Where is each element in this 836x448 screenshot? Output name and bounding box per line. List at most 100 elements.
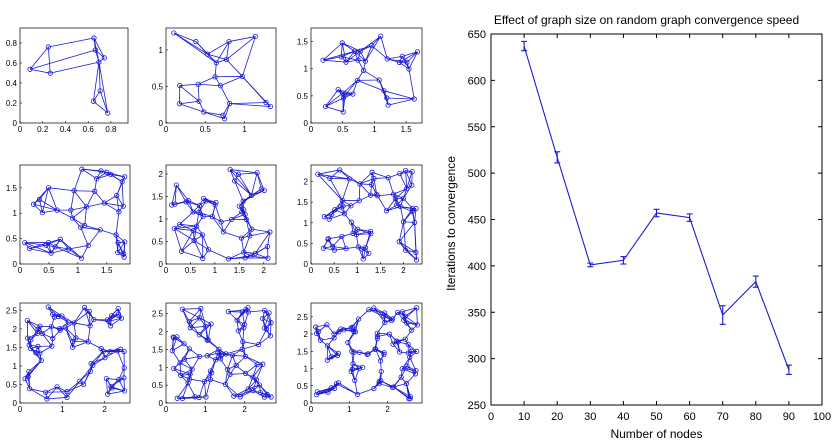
graph-node	[245, 309, 251, 315]
graph-node	[176, 101, 183, 107]
graph-node	[119, 179, 125, 185]
graph-edge	[24, 378, 30, 389]
graph-edge	[117, 252, 125, 258]
error-bar	[752, 275, 759, 288]
graph-edge	[48, 242, 56, 248]
error-bar	[785, 364, 792, 375]
graph-node	[268, 320, 274, 326]
x-tick-label: 0	[164, 266, 169, 275]
graph-edge	[189, 317, 200, 322]
y-tick-label: 0.5	[297, 382, 309, 391]
graph-node	[394, 202, 400, 208]
graph-node	[385, 102, 391, 108]
graph-edge	[406, 357, 411, 367]
graph-edge	[80, 227, 89, 246]
graph-node	[200, 232, 206, 238]
graph-node	[22, 240, 28, 246]
graph-node	[118, 315, 125, 321]
graph-edge	[358, 246, 366, 249]
graph-edge	[171, 184, 177, 206]
x-tick-label: 0	[309, 405, 314, 414]
x-tick-label: 1.5	[401, 125, 413, 134]
y-tick-label: 0.5	[152, 238, 164, 247]
graph-edge	[176, 184, 189, 202]
graph-edge	[398, 221, 404, 242]
graph-edge	[216, 59, 227, 64]
graph-node	[392, 196, 399, 202]
graph-node	[353, 232, 359, 238]
graph-edge	[27, 337, 31, 341]
graph-edge	[361, 248, 370, 254]
graph-edge	[365, 45, 373, 62]
graph-node	[332, 207, 338, 213]
graph-node	[201, 109, 207, 115]
graph-edge	[202, 249, 209, 259]
graph-node	[405, 341, 411, 347]
graph-edge	[70, 206, 87, 211]
x-tick-label: 1.5	[101, 266, 113, 275]
graph-node	[404, 363, 410, 369]
graph-node	[92, 188, 98, 194]
graph-edge	[81, 168, 97, 180]
graph-edge	[327, 337, 335, 347]
graph-panel-1: 0 0.2 0.4 0.6 0.8 0 0.2 0.4 0.6 0.8	[6, 27, 129, 134]
y-tick-label: 0	[159, 119, 164, 128]
graph-edge	[39, 199, 58, 211]
graph-node	[115, 240, 121, 246]
graph-edge	[357, 59, 366, 62]
graph-edge	[365, 231, 371, 248]
graph-edge	[177, 397, 200, 399]
graph-node	[227, 166, 233, 173]
graph-edge	[226, 41, 230, 60]
graph-node	[79, 166, 85, 172]
graph-node	[45, 239, 52, 246]
graph-node	[108, 313, 115, 319]
graph-node	[224, 366, 231, 373]
graph-node	[114, 348, 121, 354]
graph-node	[381, 88, 387, 94]
graph-edge	[238, 172, 258, 175]
graph-edge	[228, 251, 244, 260]
graph-edge	[86, 191, 96, 208]
graph-edge	[29, 46, 49, 70]
graph-edge	[398, 241, 417, 253]
graph-edge	[363, 61, 366, 71]
graph-edge	[249, 229, 253, 236]
error-bar	[686, 213, 693, 222]
graph-edge	[202, 234, 209, 250]
graph-node	[217, 83, 224, 89]
graph-edge	[220, 85, 231, 104]
graph-edge	[406, 171, 413, 189]
graph-node	[339, 197, 345, 204]
graph-edge	[268, 312, 272, 323]
graph-edge	[243, 235, 251, 253]
panel-frame	[165, 27, 277, 124]
graph-edge	[215, 352, 219, 360]
graph-node	[331, 385, 338, 392]
graph-edge	[65, 321, 69, 329]
graph-edge	[199, 355, 208, 357]
graph-node	[267, 103, 273, 110]
graph-node	[57, 327, 63, 333]
graph-node	[121, 388, 128, 394]
graph-edge	[93, 62, 100, 102]
graph-node	[120, 203, 126, 209]
graph-edge	[198, 212, 204, 217]
graph-edge	[400, 368, 403, 378]
y-tick-label: 500	[468, 168, 486, 180]
graph-node	[261, 187, 267, 193]
graph-edge	[29, 344, 38, 347]
graph-node	[213, 357, 219, 363]
graph-edge	[106, 378, 108, 395]
graph-edge	[396, 198, 404, 206]
graph-node	[327, 175, 333, 181]
graph-edge	[29, 49, 96, 70]
graph-node	[101, 55, 107, 61]
graph-edge	[173, 32, 217, 64]
graph-node	[104, 169, 110, 175]
graph-edge	[118, 205, 124, 212]
graph-node	[59, 313, 65, 319]
y-tick-label: 0	[13, 119, 18, 128]
graph-edge	[336, 383, 358, 395]
graph-edge	[183, 343, 190, 350]
